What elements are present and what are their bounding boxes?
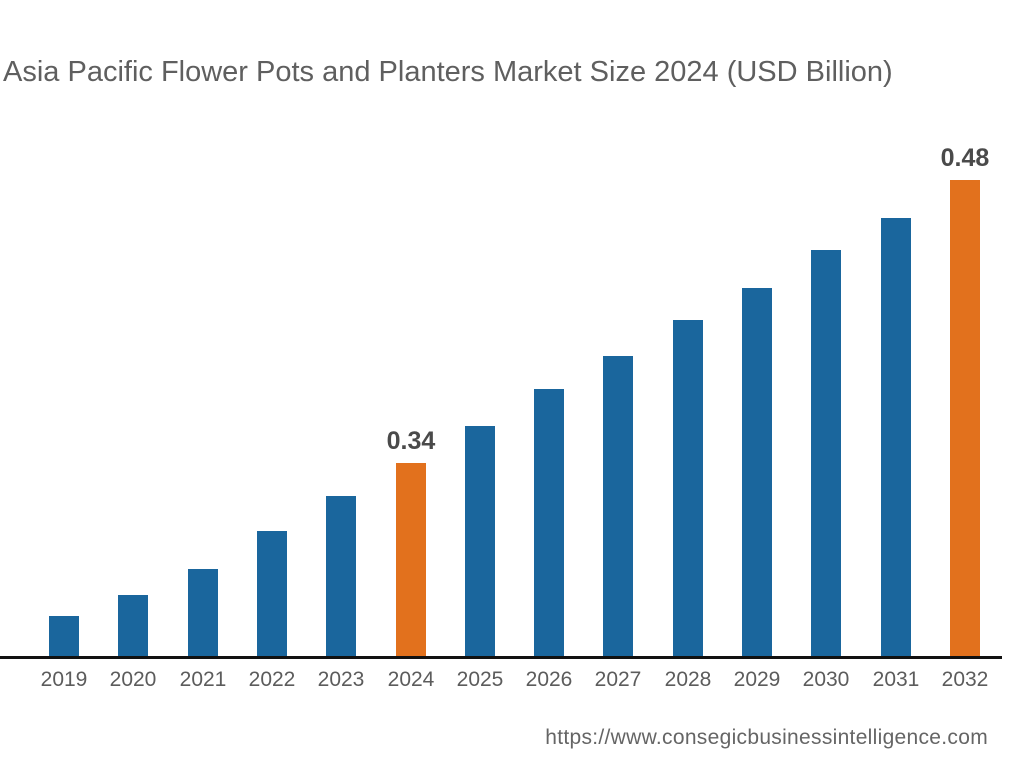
x-axis-label-2023: 2023 <box>317 668 365 691</box>
x-axis-label-2032: 2032 <box>941 668 989 691</box>
x-axis-label-2030: 2030 <box>802 668 850 691</box>
x-axis-label-2028: 2028 <box>664 668 712 691</box>
x-axis-label-2031: 2031 <box>872 668 920 691</box>
bar-2032 <box>950 180 980 656</box>
bar-2020 <box>118 595 148 656</box>
x-axis-label-2019: 2019 <box>40 668 88 691</box>
source-url: https://www.consegicbusinessintelligence… <box>545 726 988 749</box>
bar-2019 <box>49 616 79 656</box>
bar-2028 <box>673 320 703 656</box>
x-axis-line <box>0 656 1002 659</box>
bar-2023 <box>326 496 356 656</box>
x-axis-label-2024: 2024 <box>387 668 435 691</box>
x-axis-label-2029: 2029 <box>733 668 781 691</box>
bar-2030 <box>811 250 841 656</box>
data-label-2024: 0.34 <box>386 427 436 455</box>
x-axis-label-2026: 2026 <box>525 668 573 691</box>
x-axis-label-2020: 2020 <box>109 668 157 691</box>
x-axis-label-2021: 2021 <box>179 668 227 691</box>
x-axis-label-2027: 2027 <box>594 668 642 691</box>
bar-2021 <box>188 569 218 656</box>
x-axis-label-2022: 2022 <box>248 668 296 691</box>
chart-title: Asia Pacific Flower Pots and Planters Ma… <box>3 56 893 88</box>
x-axis-label-2025: 2025 <box>456 668 504 691</box>
bar-2025 <box>465 426 495 656</box>
data-label-2032: 0.48 <box>940 144 990 172</box>
bar-2024 <box>396 463 426 656</box>
bar-2029 <box>742 288 772 656</box>
bar-2027 <box>603 356 633 656</box>
bar-2026 <box>534 389 564 656</box>
bar-2031 <box>881 218 911 656</box>
bar-2022 <box>257 531 287 656</box>
